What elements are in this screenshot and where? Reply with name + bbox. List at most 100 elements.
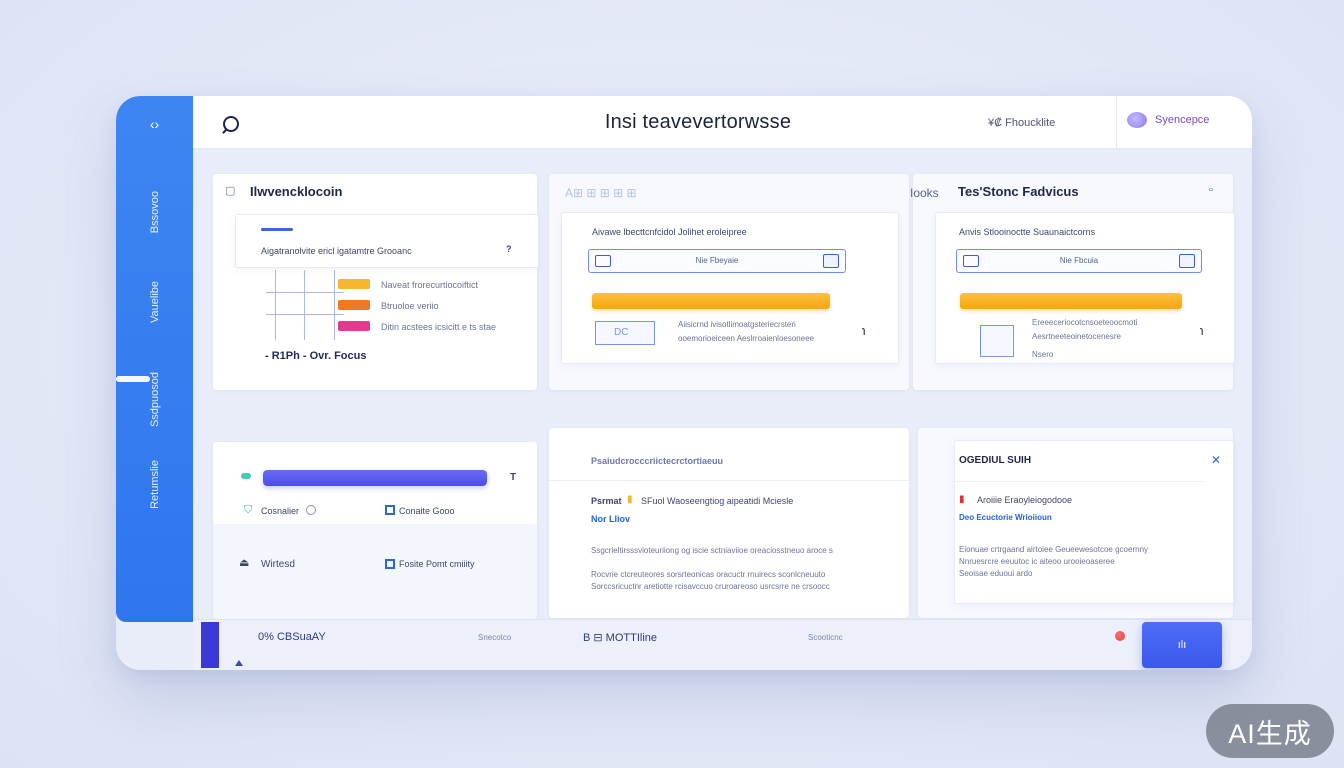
legend-chip-2 [338, 300, 370, 310]
option-label-3[interactable]: Wirtesd [261, 559, 295, 570]
divider [1116, 96, 1117, 148]
legend-chip-1 [338, 279, 370, 289]
help-mark[interactable]: ? [506, 244, 512, 254]
watermark: AI生成 [1206, 704, 1334, 758]
panel-line-3: Nsero [1032, 350, 1054, 359]
panel-label: Aivawe lbecttcnfcidol Jolihet eroleipree [592, 227, 747, 237]
sidebar: ‹› Bssovoo Vauelibe Ssdpuosod Retumslie [116, 96, 193, 622]
progress-panel: T ⛉ Cosnalier Conaite Gooo [213, 442, 537, 524]
shield-icon: ⛉ [244, 504, 253, 516]
overview-card: ▢ Ilwvencklocoin Aigatranolvite ericl ig… [213, 174, 539, 390]
legend-chip-3 [338, 321, 370, 331]
arrow-up-icon[interactable] [235, 660, 243, 666]
accent-dash [261, 228, 293, 231]
right-top-card: Iooks Tes'Stonc Fadvicus ▫ Anvis Stlooin… [910, 174, 1235, 390]
panel-subtitle: Aigatranolvite ericl igatamtre Grooanc [261, 246, 412, 256]
card-icon [963, 255, 979, 267]
search-icon[interactable] [223, 116, 239, 132]
footer-item-2[interactable]: Snecotco [478, 633, 512, 642]
input-text: Nie Fbcuia [1059, 256, 1099, 265]
progress-card: T ⛉ Cosnalier Conaite Gooo ⏏ Wirtesd Fos… [213, 442, 537, 620]
overview-footer-text: - R1Ph - Ovr. Focus [265, 350, 367, 362]
row-text: Aroiiie Eraoyleiogodooe [977, 495, 1073, 505]
card-corner-icon[interactable]: ▫ [1209, 184, 1213, 196]
middle-bottom-card: Psaiudcrocccriictecrctortiaeuu Psrmat ▮ … [549, 428, 909, 618]
footer-item-4[interactable]: Scooticnc [808, 633, 843, 642]
divider [549, 480, 909, 481]
user-label: Syencepce [1155, 114, 1210, 126]
legend-label-1: Naveat frorecurtiocoiftict [381, 280, 479, 290]
right-input[interactable]: Nie Fbcuia [956, 249, 1202, 273]
paragraph-line-2: Rocvrie ctcreuteores sorsrteonicas oracu… [591, 570, 826, 579]
user-menu[interactable]: Syencepce [1127, 112, 1209, 128]
panel-line-1: Aiisicrnd ivisotlimoatgsteriecrsteri [678, 320, 796, 329]
folder-icon: ⏏ [239, 557, 250, 569]
notification-icon[interactable] [1115, 631, 1125, 641]
page-title: Insi teavevertorwsse [604, 111, 792, 133]
sidebar-active-indicator [116, 376, 150, 382]
top-link[interactable]: ¥₡ Fhoucklite [988, 117, 1056, 129]
status-dot [241, 473, 251, 479]
checkbox-icon[interactable] [385, 505, 395, 515]
flag-icon: ▮ [959, 494, 965, 505]
footer-bar: 0% CBSuaAY Snecotco B ⊟ MOTTIline Scooti… [193, 619, 1252, 670]
panel-label: Anvis Stlooinoctte Suaunaictcorns [959, 227, 1096, 237]
sidebar-item-label: Bssovoo [148, 191, 161, 234]
row-tag[interactable]: Deo Ecuctorie Wrioiioun [959, 513, 1052, 522]
sidebar-item-2[interactable]: Vauelibe [116, 281, 193, 323]
footer-accent [201, 622, 219, 668]
sidebar-item-label: Retumslie [148, 460, 161, 509]
outline-box [980, 325, 1014, 357]
right-bottom-panel: OGEDIUL SUIH ✕ ▮ Aroiiie Eraoyleiogodooe… [954, 440, 1234, 604]
option-label-2[interactable]: Conaite Gooo [399, 506, 455, 516]
orange-progress-bar [592, 293, 830, 309]
paragraph-line-2: Nnruesrcre eeuutoc ic aiteoo urooieoaser… [959, 557, 1115, 566]
expand-icon[interactable] [823, 254, 839, 268]
middle-panel: Aivawe lbecttcnfcidol Jolihet eroleipree… [561, 212, 899, 364]
bookmark-icon: ▮ [627, 494, 633, 505]
input-text: Nie Fbeyaie [695, 256, 739, 265]
card-title: Psaiudcrocccriictecrctortiaeuu [591, 456, 724, 466]
progress-fill [263, 470, 487, 486]
avatar-icon [1127, 112, 1147, 128]
expand-icon[interactable] [1179, 254, 1195, 268]
progress-mark: T [510, 472, 517, 483]
option-label-1[interactable]: Cosnalier [261, 506, 300, 516]
chevron-icon: ‹› [149, 116, 160, 132]
card-title: OGEDIUL SUIH [959, 455, 1032, 466]
sidebar-item-label: Ssdpuosod [148, 372, 161, 428]
card-title: Ilwvencklocoin [250, 184, 343, 199]
card-title: Tes'Stonc Fadvicus [958, 184, 1079, 199]
sidebar-item-3[interactable]: Ssdpuosod [116, 372, 193, 427]
legend-label-3: Ditin acstees icsicitt e ts stae [381, 322, 497, 332]
panel-line-1: Ereeeceriocotcnsoeteoocmoti [1032, 318, 1138, 327]
chart-button[interactable]: ılı [1142, 622, 1222, 668]
row-label: Psrmat [591, 496, 622, 506]
right-panel: Anvis Stlooinoctte Suaunaictcorns Nie Fb… [935, 212, 1235, 364]
card-icon [595, 255, 611, 267]
paragraph-line-3: Sorccsricuctnr aretiotte rcisavccuo crur… [591, 582, 830, 591]
grid-graphic [266, 270, 344, 340]
faint-header: A⊞ ⊞ ⊞ ⊞ ⊞ [565, 186, 637, 200]
sidebar-item-4[interactable]: Retumslie [116, 460, 193, 509]
legend-label-2: Btruoloe veriio [381, 301, 439, 311]
divider [955, 481, 1203, 482]
footer-item-3[interactable]: B ⊟ MOTTIline [583, 632, 658, 644]
card-prefix: Iooks [910, 186, 939, 200]
footer-item-1[interactable]: 0% CBSuaAY [258, 631, 326, 643]
row-tag[interactable]: Nor Lliov [591, 514, 631, 524]
middle-input[interactable]: Nie Fbeyaie [588, 249, 846, 273]
sidebar-item-1[interactable]: Bssovoo [116, 191, 193, 233]
orange-progress-bar [960, 293, 1182, 309]
box-text: DC [614, 327, 629, 338]
paragraph-line-1: Eionuae crtrgaand alrtoiee Geueewesotcoe… [959, 545, 1149, 554]
sidebar-toggle[interactable]: ‹› [116, 116, 193, 132]
subtitle-panel: Aigatranolvite ericl igatamtre Grooanc ? [235, 214, 539, 268]
option-label-4[interactable]: Fosite Pomt cmiiity [399, 559, 475, 569]
sidebar-item-label: Vauelibe [148, 281, 161, 323]
radio-icon[interactable] [306, 505, 316, 515]
close-icon[interactable]: ✕ [1211, 453, 1222, 467]
arrow-mark: ɿ [862, 325, 866, 335]
middle-top-card: A⊞ ⊞ ⊞ ⊞ ⊞ Aivawe lbecttcnfcidol Jolihet… [549, 174, 909, 390]
checkbox-icon[interactable] [385, 559, 395, 569]
